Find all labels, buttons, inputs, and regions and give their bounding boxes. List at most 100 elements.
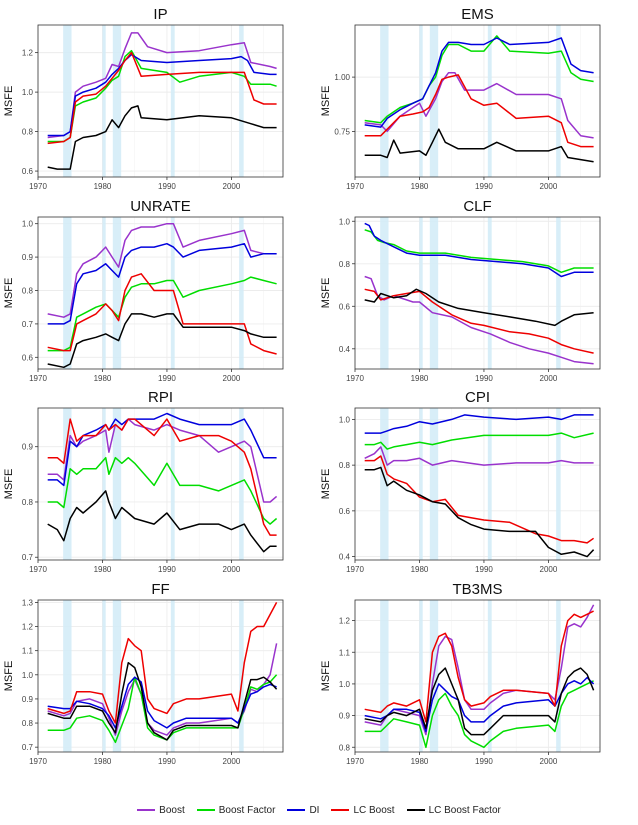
y-axis-label: MSFE	[3, 469, 15, 500]
y-tick-label: 0.7	[22, 320, 34, 329]
y-tick-label: 1.2	[339, 617, 351, 626]
x-tick-label: 1990	[475, 182, 493, 191]
recession-band	[556, 25, 561, 177]
x-tick-label: 1990	[158, 565, 176, 574]
plot-background	[355, 217, 600, 369]
x-tick-label: 1980	[411, 374, 429, 383]
x-tick-label: 2000	[540, 182, 558, 191]
recession-band	[170, 408, 175, 560]
series-line-boost-factor	[47, 276, 277, 352]
x-tick-label: 1970	[29, 565, 47, 574]
chart-unrate: UNRATE MSFE 1970 1980 1990 2000 0.6 0.7 0.8 0.9 1.…	[3, 198, 284, 383]
legend-label-boost-factor: Boost Factor	[218, 804, 276, 816]
plot-background	[355, 600, 600, 752]
x-tick-label: 1980	[94, 374, 112, 383]
series-line-lc-boost-factor	[364, 288, 594, 327]
x-tick-label: 1970	[29, 182, 47, 191]
legend-swatch-boost-factor	[196, 809, 215, 811]
recession-band	[419, 600, 423, 752]
y-axis-label: MSFE	[320, 661, 332, 692]
series-line-boost-factor	[47, 456, 278, 525]
y-tick-label: 1.0	[22, 671, 34, 680]
series-line-boost	[364, 446, 594, 466]
x-tick-label: 2000	[540, 757, 558, 766]
x-tick-label: 1980	[411, 565, 429, 574]
series-line-lc-boost	[364, 610, 594, 723]
chart-ip: IP MSFE 1970 1980 1990 2000 0.6 0.8 1.0 1.2	[3, 6, 284, 191]
series-line-di	[364, 676, 595, 733]
recession-band	[112, 408, 122, 560]
legend-swatch-lc-boost-factor	[406, 809, 425, 811]
y-tick-label: 0.8	[22, 719, 34, 728]
x-tick-label: 2000	[540, 374, 558, 383]
legend-label-di: DI	[309, 804, 320, 816]
plot-background	[355, 408, 600, 560]
y-tick-label: 0.6	[22, 167, 34, 176]
recession-band	[112, 25, 122, 177]
y-tick-label: 1.0	[339, 680, 351, 689]
series-line-lc-boost-factor	[364, 466, 595, 558]
recession-band	[380, 600, 389, 752]
recession-band	[112, 217, 122, 369]
series-line-boost-factor	[364, 432, 594, 450]
x-tick-label: 1970	[346, 565, 364, 574]
legend-item-boost-factor: Boost Factor	[196, 804, 276, 816]
y-tick-label: 0.6	[339, 507, 351, 516]
series-line-di	[364, 414, 594, 434]
chart-title: IP	[153, 6, 167, 23]
series-line-boost	[47, 32, 277, 139]
plot-border	[354, 216, 601, 370]
chart-title: FF	[151, 581, 169, 598]
legend-swatch-di	[287, 809, 306, 811]
x-tick-label: 1990	[475, 565, 493, 574]
chart-title: CLF	[463, 198, 491, 215]
plot-border	[354, 24, 601, 178]
x-tick-label: 2000	[223, 757, 241, 766]
y-tick-label: 1.2	[22, 49, 34, 58]
chart-title: RPI	[148, 389, 173, 406]
y-tick-label: 0.7	[22, 743, 34, 752]
series-line-lc-boost	[364, 288, 594, 354]
recession-band	[102, 25, 106, 177]
recession-band	[239, 408, 244, 560]
recession-band	[239, 217, 244, 369]
y-tick-label: 0.4	[339, 345, 351, 354]
series-line-lc-boost-factor	[47, 661, 278, 741]
x-tick-label: 1970	[346, 182, 364, 191]
x-tick-label: 1970	[29, 374, 47, 383]
legend-item-lc-boost: LC Boost	[331, 804, 395, 816]
series-line-di	[364, 222, 594, 278]
y-tick-label: 1.1	[22, 647, 34, 656]
x-tick-label: 1980	[94, 182, 112, 191]
y-tick-label: 0.8	[339, 461, 351, 470]
recession-band	[487, 25, 492, 177]
x-tick-label: 1990	[158, 182, 176, 191]
recession-band	[556, 408, 561, 560]
y-tick-label: 1.2	[22, 623, 34, 632]
series-line-lc-boost	[364, 455, 595, 544]
y-tick-label: 0.7	[22, 553, 34, 562]
chart-clf: CLF MSFE 1970 1980 1990 2000 0.4 0.6 0.8 1.0	[320, 198, 601, 383]
legend-label-boost: Boost	[159, 804, 185, 816]
chart-title: UNRATE	[130, 198, 191, 215]
x-tick-label: 1970	[346, 757, 364, 766]
y-tick-label: 0.8	[22, 128, 34, 137]
series-line-boost-factor	[364, 229, 594, 274]
y-axis-label: MSFE	[320, 469, 332, 500]
legend: Boost Boost Factor DI LC Boost LC Boost …	[0, 800, 638, 820]
series-line-lc-boost	[47, 418, 277, 536]
chart-ff: FF MSFE 1970 1980 1990 2000 0.7 0.8 0.9 1.0 1.1 1.2…	[3, 581, 284, 766]
series-line-boost	[364, 604, 595, 736]
chart-title: EMS	[461, 6, 494, 23]
y-tick-label: 0.8	[339, 260, 351, 269]
legend-label-lc-boost: LC Boost	[353, 804, 395, 816]
x-tick-label: 1980	[411, 182, 429, 191]
plot-border	[354, 599, 601, 753]
series-line-boost	[47, 222, 277, 318]
figure-canvas: IP MSFE 1970 1980 1990 2000 0.6 0.8 1.0 1.2 EMS MSF…	[3, 6, 601, 766]
recession-band	[556, 217, 561, 369]
x-tick-label: 1990	[475, 374, 493, 383]
y-tick-label: 0.8	[339, 743, 351, 752]
chart-rpi: RPI MSFE 1970 1980 1990 2000 0.7 0.8 0.9	[3, 389, 284, 574]
recession-band	[170, 600, 175, 752]
